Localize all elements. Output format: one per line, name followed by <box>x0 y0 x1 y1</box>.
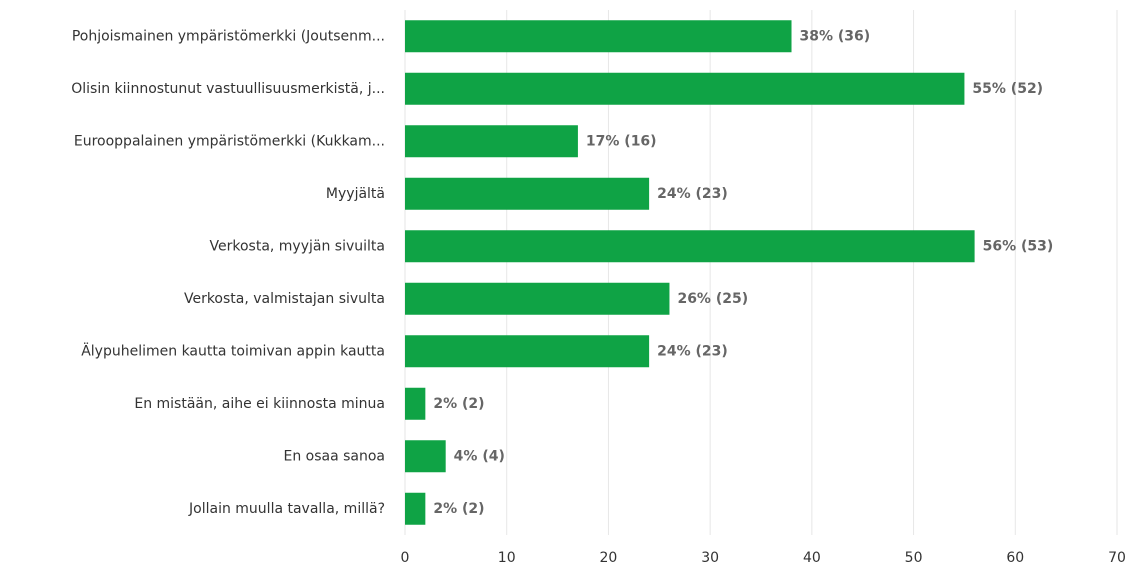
value-label: 26% (25) <box>677 291 748 307</box>
x-tick-label: 30 <box>701 550 719 566</box>
bar <box>405 387 426 420</box>
x-tick-label: 50 <box>905 550 923 566</box>
value-label: 4% (4) <box>454 448 505 464</box>
bar <box>405 125 578 158</box>
x-tick-label: 70 <box>1108 550 1126 566</box>
x-tick-label: 40 <box>803 550 821 566</box>
value-label: 55% (52) <box>972 81 1043 97</box>
category-label: En mistään, aihe ei kiinnosta minua <box>134 396 385 412</box>
x-tick-label: 0 <box>401 550 410 566</box>
bar <box>405 440 446 473</box>
value-label: 56% (53) <box>983 238 1054 254</box>
category-label: Jollain muulla tavalla, millä? <box>188 501 385 517</box>
bar <box>405 72 965 105</box>
x-tick-label: 20 <box>600 550 618 566</box>
category-label: Verkosta, valmistajan sivulta <box>184 291 385 307</box>
bar <box>405 335 650 368</box>
x-tick-label: 10 <box>498 550 516 566</box>
value-label: 24% (23) <box>657 343 728 359</box>
value-label: 38% (36) <box>800 28 871 44</box>
value-label: 2% (2) <box>433 501 484 517</box>
bar <box>405 177 650 210</box>
bar <box>405 282 670 315</box>
value-label: 24% (23) <box>657 186 728 202</box>
bar <box>405 20 792 53</box>
value-label: 2% (2) <box>433 396 484 412</box>
category-label: Pohjoismainen ympäristömerkki (Joutsenm.… <box>72 28 385 44</box>
category-label: En osaa sanoa <box>283 448 385 464</box>
value-label: 17% (16) <box>586 133 657 149</box>
category-label: Myyjältä <box>326 186 385 202</box>
bar <box>405 492 426 525</box>
category-label: Eurooppalainen ympäristömerkki (Kukkam..… <box>74 133 385 149</box>
category-label: Verkosta, myyjän sivuilta <box>210 238 386 254</box>
bar <box>405 230 975 263</box>
x-tick-label: 60 <box>1006 550 1024 566</box>
category-label: Älypuhelimen kautta toimivan appin kautt… <box>81 341 385 359</box>
category-label: Olisin kiinnostunut vastuullisuusmerkist… <box>71 81 385 97</box>
